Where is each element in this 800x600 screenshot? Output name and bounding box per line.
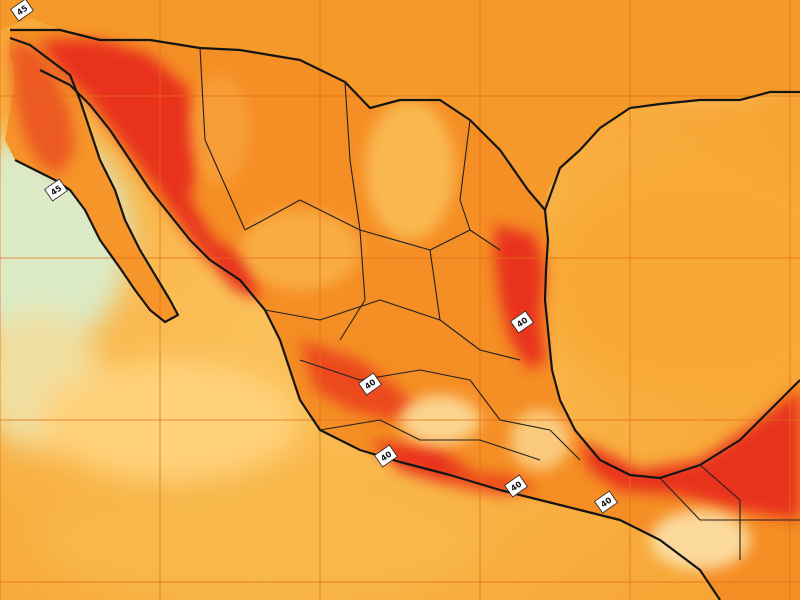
temperature-label: 40 — [594, 490, 618, 514]
temperature-labels: 45 45 40 40 40 40 40 — [10, 0, 618, 514]
temperature-label: 45 — [44, 178, 68, 202]
temperature-label: 40 — [374, 444, 398, 468]
temperature-label: 40 — [358, 372, 382, 396]
temperature-label: 40 — [510, 310, 534, 334]
temperature-label: 40 — [504, 474, 528, 498]
usa-landmass — [0, 0, 800, 210]
temperature-label: 45 — [10, 0, 34, 22]
state-borders — [199, 47, 800, 560]
